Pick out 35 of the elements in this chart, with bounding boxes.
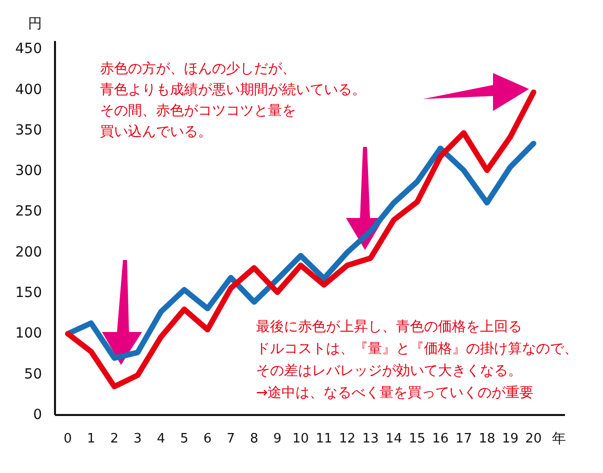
y-axis-title: 円 (28, 16, 42, 32)
x-tick-label: 13 (362, 432, 379, 446)
x-tick-label: 12 (338, 432, 356, 446)
x-tick-label: 16 (432, 432, 449, 446)
x-tick-label: 19 (502, 432, 519, 446)
x-tick-label: 11 (316, 432, 332, 446)
x-tick-label: 10 (292, 432, 309, 446)
y-tick-label: 0 (33, 407, 42, 423)
x-tick-label: 0 (64, 432, 72, 446)
x-axis-title: 年 (552, 431, 566, 447)
y-tick-label: 450 (15, 41, 42, 58)
y-tick-label: 150 (15, 285, 42, 302)
x-tick-label: 4 (156, 432, 166, 446)
x-tick-label: 5 (180, 432, 188, 446)
x-tick-label: 3 (134, 432, 142, 446)
x-tick-label: 15 (408, 432, 426, 446)
y-tick-label: 200 (15, 244, 42, 260)
y-tick-label: 100 (15, 326, 42, 342)
x-tick-label: 17 (455, 432, 472, 446)
x-tick-label: 8 (250, 432, 258, 446)
x-tick-label: 2 (110, 432, 119, 446)
y-tick-label: 400 (15, 82, 42, 98)
x-tick-label: 14 (386, 432, 402, 446)
annotation: 赤色の方が、ほんの少しだが、青色よりも成績が悪い期間が続いている。その間、赤色がコツコツと量を買い込んでいる。 (100, 61, 366, 140)
y-tick-label: 50 (24, 366, 42, 382)
x-tick-label: 6 (203, 432, 212, 446)
y-tick-label: 350 (15, 122, 42, 138)
x-tick-label: 7 (226, 432, 235, 446)
annotation: 最後に赤色が上昇し、青色の価格を上回るドルコストは、『量』と『価格』の掛け算なので、その差はレバレッジが効いて大きくなる。→途中は、なるべく量を買っていくのが重要 (256, 319, 578, 401)
x-tick-label: 18 (478, 432, 496, 446)
y-tick-label: 250 (15, 204, 42, 220)
y-tick-label: 300 (15, 163, 42, 180)
x-tick-label: 20 (525, 432, 542, 446)
x-tick-label: 9 (273, 432, 282, 446)
x-tick-label: 1 (86, 432, 96, 446)
